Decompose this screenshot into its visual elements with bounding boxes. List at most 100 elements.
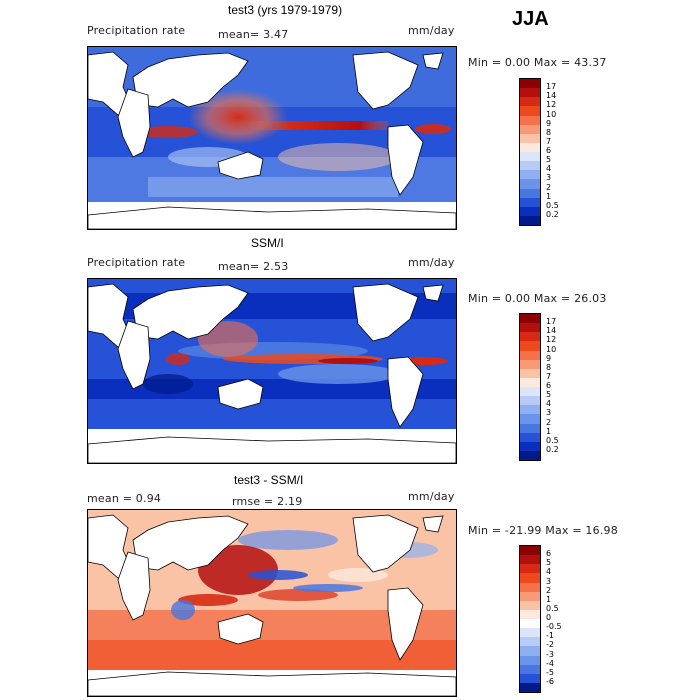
colorbar-tick-label: 7	[546, 371, 552, 381]
colorbar-tick-label: -4	[546, 658, 554, 668]
panel2-range: Min = 0.00 Max = 26.03	[468, 292, 607, 305]
panel3-coastlines	[88, 514, 456, 696]
colorbar-swatch	[520, 88, 540, 98]
colorbar-tick-label: -5	[546, 667, 554, 677]
panel2-coastlines	[88, 283, 456, 463]
colorbar-swatch	[520, 133, 540, 143]
panel3-colorbar	[519, 545, 541, 693]
colorbar-swatch	[520, 350, 540, 360]
colorbar-tick-label: 3	[546, 576, 552, 586]
colorbar-swatch	[520, 341, 540, 351]
colorbar-swatch	[520, 197, 540, 207]
colorbar-tick-label: 1	[546, 594, 552, 604]
colorbar-tick-label: 17	[546, 82, 557, 92]
colorbar-tick-label: 3	[546, 408, 552, 418]
panel3-units: mm/day	[408, 490, 455, 503]
colorbar-swatch	[520, 79, 540, 89]
colorbar-swatch	[520, 682, 540, 692]
colorbar-swatch	[520, 573, 540, 583]
colorbar-tick-label: 0.2	[546, 209, 559, 219]
panel1-title: test3 (yrs 1979-1979)	[228, 3, 343, 17]
colorbar-tick-label: 2	[546, 585, 552, 595]
colorbar-swatch	[520, 441, 540, 451]
colorbar-swatch	[520, 124, 540, 134]
panel3-negative-anomaly	[248, 570, 308, 580]
colorbar-swatch	[520, 432, 540, 442]
colorbar-tick-label: 2	[546, 182, 552, 192]
colorbar-swatch	[520, 161, 540, 171]
colorbar-tick-label: 9	[546, 118, 552, 128]
colorbar-swatch	[520, 555, 540, 565]
panel3-mean: mean = 0.94	[87, 492, 162, 505]
panel2-mean: mean= 2.53	[218, 260, 289, 273]
colorbar-tick-label: 5	[546, 390, 552, 400]
colorbar-swatch	[520, 368, 540, 378]
colorbar-swatch	[520, 600, 540, 610]
colorbar-swatch	[520, 564, 540, 574]
colorbar-tick-label: -6	[546, 676, 554, 686]
colorbar-tick-label: 4	[546, 399, 552, 409]
panel2-map-svg	[88, 279, 456, 463]
colorbar-swatch	[520, 450, 540, 460]
colorbar-swatch	[520, 152, 540, 162]
colorbar-tick-label: 0.2	[546, 444, 559, 454]
panel3-map	[87, 509, 457, 697]
colorbar-tick-label: 12	[546, 100, 557, 110]
colorbar-tick-label: 8	[546, 362, 552, 372]
colorbar-swatch	[520, 591, 540, 601]
panel3-rmse: rmse = 2.19	[232, 495, 303, 508]
panel3-map-svg	[88, 510, 456, 696]
colorbar-swatch	[520, 106, 540, 116]
colorbar-tick-label: 10	[546, 109, 557, 119]
colorbar-swatch	[520, 619, 540, 629]
panel2-var-label: Precipitation rate	[87, 256, 186, 269]
colorbar-swatch	[520, 170, 540, 180]
panel1-mean: mean= 3.47	[218, 28, 289, 41]
colorbar-swatch	[520, 314, 540, 324]
colorbar-swatch	[520, 387, 540, 397]
colorbar-swatch	[520, 188, 540, 198]
colorbar-tick-label: 1	[546, 426, 552, 436]
panel1-map-svg	[88, 47, 456, 229]
colorbar-swatch	[520, 673, 540, 683]
colorbar-tick-label: 6	[546, 146, 552, 155]
colorbar-tick-label: 0.5	[546, 200, 559, 210]
panel1-units: mm/day	[408, 24, 455, 37]
colorbar-tick-label: 7	[546, 136, 552, 146]
panel1-warm-pool	[188, 89, 288, 145]
colorbar-tick-label: 1	[546, 191, 552, 201]
colorbar-tick-label: 3	[546, 173, 552, 183]
colorbar-tick-label: 17	[546, 317, 557, 327]
colorbar-swatch	[520, 646, 540, 656]
colorbar-swatch	[520, 359, 540, 369]
colorbar-tick-label: 4	[546, 164, 552, 174]
colorbar-swatch	[520, 637, 540, 647]
season-title: JJA	[512, 8, 549, 30]
panel1-map	[87, 46, 457, 230]
panel1-var-label: Precipitation rate	[87, 24, 186, 37]
colorbar-tick-label: 6	[546, 549, 552, 559]
colorbar-tick-label: -3	[546, 649, 554, 659]
panel2-map	[87, 278, 457, 464]
colorbar-swatch	[520, 206, 540, 216]
colorbar-swatch	[520, 377, 540, 387]
panel1-colorbar	[519, 78, 541, 226]
colorbar-tick-label: 12	[546, 335, 557, 345]
colorbar-tick-label: 6	[546, 381, 552, 390]
colorbar-tick-label: 2	[546, 417, 552, 427]
colorbar-swatch	[520, 628, 540, 638]
colorbar-swatch	[520, 582, 540, 592]
colorbar-tick-label: 9	[546, 353, 552, 363]
panel2-title: SSM/I	[251, 236, 284, 250]
panel2-units: mm/day	[408, 256, 455, 269]
colorbar-swatch	[520, 179, 540, 189]
colorbar-tick-label: -2	[546, 640, 554, 650]
panel3-title: test3 - SSM/I	[234, 473, 304, 487]
colorbar-tick-label: 0.5	[546, 603, 559, 613]
colorbar-tick-label: 5	[546, 558, 552, 568]
colorbar-tick-label: -0.5	[546, 622, 562, 632]
colorbar-swatch	[520, 396, 540, 406]
panel1-itcz	[248, 121, 388, 130]
colorbar-tick-label: 8	[546, 127, 552, 137]
colorbar-tick-label: 0.5	[546, 435, 559, 445]
